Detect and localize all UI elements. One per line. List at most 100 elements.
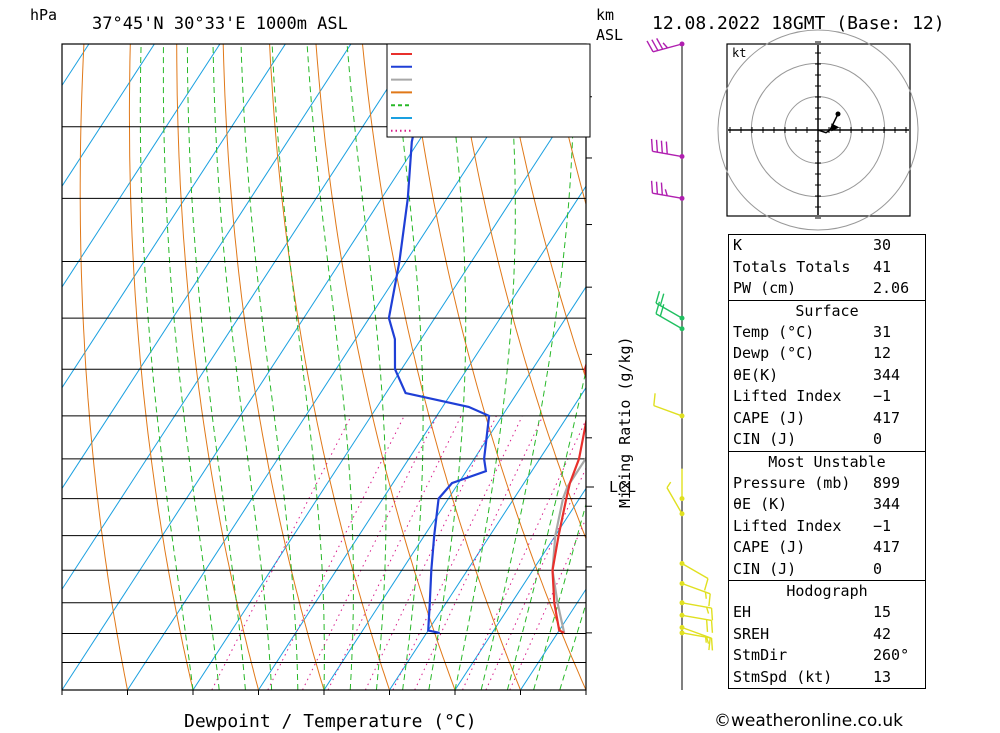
wind-barb-flag [655,139,659,153]
dry-adiabat-line [315,44,456,690]
hodograph: kt [717,29,919,231]
surface-row: CAPE (J) 417 [729,408,925,430]
wind-barb-flag [703,578,709,591]
index-row: PW (cm) 2.06 [729,278,925,300]
most-unstable-value: 344 [873,495,901,513]
storm-motion-marker [831,123,840,132]
wind-barb-flag [650,180,654,194]
dry-adiabat-line [966,44,1000,690]
mixing-ratio-line [509,517,586,690]
surface-value: 344 [873,365,901,384]
wind-barb-flag [710,607,714,621]
wet-adiabat-line [162,44,220,690]
wind-barb-flag [646,40,654,53]
index-row: Totals Totals 41 [729,257,925,279]
index-value: 2.06 [873,279,910,297]
hodograph-stat-value: 13 [873,667,892,686]
mixing-ratio-axis-title: Mixing Ratio (g/kg) [616,336,634,508]
isotherm-line [323,286,586,690]
wind-barb-flag [650,138,654,152]
isotherm-line [0,44,23,690]
surface-row: Lifted Index −1 [729,386,925,408]
surface-value: 0 [873,430,883,448]
x-axis-title: Dewpoint / Temperature (°C) [184,711,477,732]
surface-label: Lifted Index [733,387,842,405]
hodograph-stat-row: StmDir 260° [729,645,925,667]
hodograph-ring [717,29,919,231]
wet-adiabat-line [271,44,325,690]
surface-value: 12 [873,344,892,362]
hodograph-stat-value: 42 [873,624,892,643]
wind-barb-flag [651,39,659,51]
most-unstable-label: θE (K) [733,495,788,513]
isotherm-line [127,44,548,690]
km-unit-label: km [596,6,614,24]
surface-title: Surface [795,301,859,320]
hodograph-end-point [835,111,841,117]
wet-adiabat-line [212,44,273,690]
hodograph-stat-value: 15 [873,603,892,621]
isotherm-line [62,44,483,690]
wind-profile [646,38,714,690]
hodograph-stat-row: EH 15 [729,602,925,624]
isotherm-line [389,386,586,690]
surface-label: Dewp (°C) [733,344,815,362]
surface-value: −1 [873,387,892,405]
indices-table: K 30 Totals Totals 41 PW (cm) 2.06 Surface Te… [728,234,926,689]
wind-barb-flag [705,619,709,633]
surface-value: 417 [873,408,901,427]
dry-adiabat-line [362,44,521,690]
most-unstable-value: 0 [873,559,883,578]
wind-barb-flag [705,606,710,614]
wind-barb-shaft [681,562,709,580]
legend [386,43,591,138]
most-unstable-row: CAPE (J) 417 [729,537,925,559]
mixing-ratio-line [462,418,586,690]
most-unstable-row: CIN (J) 0 [729,559,925,581]
asl-label: ASL [596,26,623,44]
isotherm-line [62,44,286,389]
most-unstable-title: Most Unstable [768,452,886,471]
credit-text: ©weatheronline.co.uk [714,711,904,731]
wind-barb-shaft [653,404,683,417]
location-title: 37°45'N 30°33'E 1000m ASL [92,14,348,34]
dry-adiabat-line [408,44,586,690]
dry-adiabat-line [501,44,586,381]
mixing-ratio-line [267,415,405,690]
hodograph-table-title: Hodograph [786,582,868,600]
wind-barb-flag [655,291,661,304]
hodograph-stat-value: 260° [873,646,910,664]
wind-barb-flag [660,140,664,154]
index-label: Totals Totals [733,257,851,276]
isotherm-line [62,44,352,490]
wind-barb-flag [655,181,659,195]
wet-adiabat-line [454,44,516,690]
most-unstable-label: CAPE (J) [733,538,806,556]
surface-value: 31 [873,322,892,341]
most-unstable-value: 899 [873,473,901,492]
isotherm-line [258,185,586,690]
mixing-ratio-line [485,466,586,690]
wet-adiabat-line [240,44,299,690]
wind-barb-flag [665,141,668,154]
wind-barb-flag [662,42,669,49]
datetime-title: 12.08.2022 18GMT (Base: 12) [652,13,945,34]
temperature-line [551,362,586,634]
wind-barb-flag [710,620,714,633]
wind-barb-flag [705,637,710,644]
dry-adiabat-line [920,44,1000,690]
dry-adiabat-line [79,44,128,690]
index-value: 41 [873,257,892,276]
hodograph-trace [817,113,839,134]
hodograph-stat-row: SREH 42 [729,624,925,646]
index-label: PW (cm) [733,279,797,297]
wind-barb-flag [660,182,664,195]
surface-label: CIN (J) [733,430,797,448]
wind-barb-flag [708,593,711,607]
wind-barb-flag [710,638,714,651]
wind-barb-flag [655,301,661,314]
dry-adiabat-line [128,44,194,690]
most-unstable-label: CIN (J) [733,559,797,578]
